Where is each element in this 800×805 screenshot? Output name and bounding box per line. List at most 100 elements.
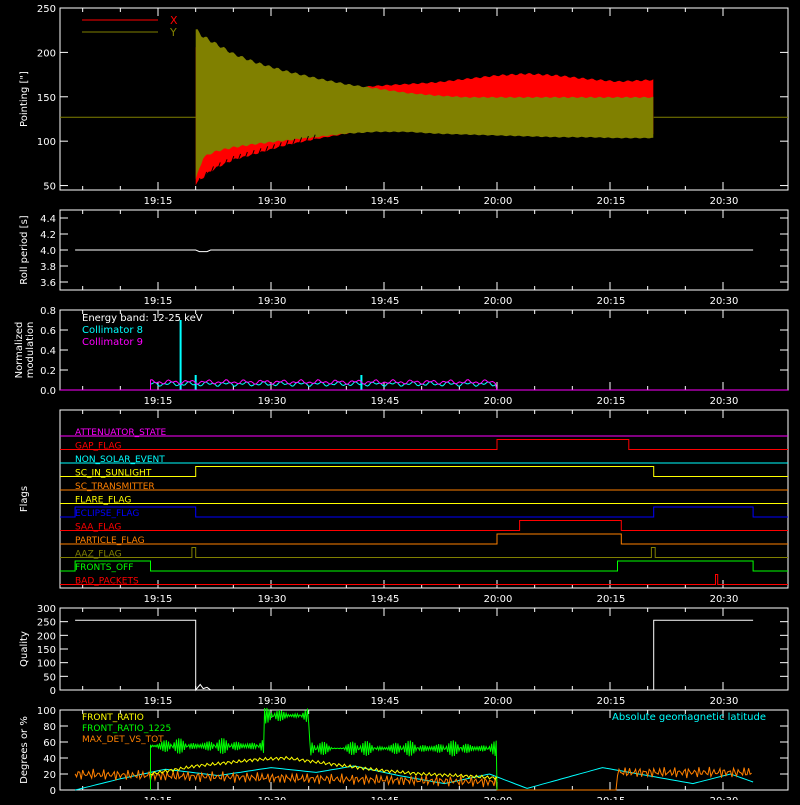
flag-line-aaz-flag <box>60 547 788 558</box>
modulation-time-label: 20:15 <box>597 396 626 407</box>
ratios-ytick-label: 40 <box>43 754 56 765</box>
flag-label: FLARE_FLAG <box>75 496 131 506</box>
quality-time-label: 19:15 <box>144 696 173 707</box>
ratios-legend-label: FRONT_RATIO <box>82 713 144 723</box>
quality-line <box>75 619 754 692</box>
max-det-vs-tot-line <box>74 766 752 791</box>
flag-label: BAD_PACKETS <box>75 577 139 587</box>
flag-label: ECLIPSE_FLAG <box>75 509 139 519</box>
roll-ytick-label: 3.8 <box>40 262 56 273</box>
flags-time-label: 19:30 <box>258 594 287 605</box>
pointing-x-oscillation <box>272 144 275 150</box>
ratios-time-label: 19:30 <box>258 796 287 800</box>
modulation-legend-label: Collimator 9 <box>82 337 143 348</box>
quality-time-label: 19:30 <box>258 696 287 707</box>
flag-label: AAZ_FLAG <box>75 550 122 560</box>
flag-label: PARTICLE_FLAG <box>75 536 145 546</box>
flag-label: FRONTS_OFF <box>75 563 133 573</box>
flag-line-fronts-off <box>60 560 788 572</box>
roll-ytick-label: 4.4 <box>40 214 56 225</box>
pointing-ylabel: Pointing ["] <box>19 71 30 127</box>
ratios-ylabel: Degrees or % <box>19 716 30 784</box>
flag-line-bad-packets <box>60 574 788 585</box>
roll-time-label: 19:45 <box>371 296 400 307</box>
roll-ytick-label: 4.0 <box>40 246 56 257</box>
ratios-time-label: 20:30 <box>710 796 739 800</box>
ratios-time-label: 20:15 <box>597 796 626 800</box>
ratios-time-label: 19:45 <box>371 796 400 800</box>
pointing-legend-label: Y <box>169 26 177 39</box>
modulation-collimator-9-line <box>150 379 498 391</box>
roll-ytick-label: 4.2 <box>40 230 56 241</box>
flags-time-label: 20:30 <box>710 594 739 605</box>
roll-time-label: 20:15 <box>597 296 626 307</box>
flags-frame <box>59 409 789 589</box>
pointing-ytick-label: 200 <box>37 48 56 59</box>
flag-line-eclipse-flag <box>60 506 788 518</box>
quality-ytick-label: 300 <box>37 604 56 615</box>
pointing-x-oscillation <box>204 171 208 178</box>
quality-ytick-label: 250 <box>37 618 56 629</box>
front-ratio-line <box>150 755 498 781</box>
roll-ytick-label: 3.6 <box>40 278 56 289</box>
pointing-x-oscillation <box>285 140 289 146</box>
flag-label: SC_TRANSMITTER <box>75 482 155 492</box>
pointing-ytick-label: 100 <box>37 137 56 148</box>
flag-label: SC_IN_SUNLIGHT <box>75 469 152 479</box>
modulation-ylabel: Normalizedmodulation <box>14 322 36 379</box>
flag-label: GAP_FLAG <box>75 442 121 452</box>
pointing-x-oscillation <box>312 134 316 141</box>
pointing-x-oscillation <box>224 159 228 165</box>
flag-label: ATTENUATOR_STATE <box>75 428 167 438</box>
modulation-ytick-label: 0.8 <box>40 306 56 317</box>
ratios-ytick-label: 100 <box>37 706 56 717</box>
pointing-ytick-label: 250 <box>37 4 56 15</box>
modulation-time-label: 20:00 <box>484 396 513 407</box>
flags-time-label: 20:15 <box>597 594 626 605</box>
ratios-frame <box>59 709 789 791</box>
pointing-time-label: 19:15 <box>144 196 173 207</box>
quality-time-label: 20:30 <box>710 696 739 707</box>
quality-ytick-label: 150 <box>37 645 56 656</box>
pointing-x-oscillation <box>258 148 262 154</box>
modulation-ytick-label: 0.4 <box>40 346 56 357</box>
roll-ylabel: Roll period [s] <box>19 215 30 284</box>
pointing-x-oscillation <box>265 146 269 152</box>
quality-ytick-label: 200 <box>37 631 56 642</box>
quality-ytick-label: 0 <box>50 686 56 697</box>
flags-time-label: 19:45 <box>371 594 400 605</box>
ratios-time-label: 20:00 <box>484 796 513 800</box>
flags-ylabel: Flags <box>19 486 30 512</box>
flag-label: NON_SOLAR_EVENT <box>75 455 165 465</box>
roll-time-label: 19:15 <box>144 296 173 307</box>
modulation-ylabel-line2: modulation <box>25 322 36 379</box>
pointing-x-oscillation <box>305 135 309 142</box>
pointing-legend-label: X <box>170 14 178 27</box>
roll-period-line <box>75 249 754 253</box>
flag-line-saa-flag <box>60 520 788 531</box>
quality-time-label: 20:15 <box>597 696 626 707</box>
pointing-x-oscillation <box>299 137 303 143</box>
flag-line-particle-flag <box>60 533 788 545</box>
quality-ylabel: Quality <box>19 631 30 667</box>
ratios-ytick-label: 20 <box>43 770 56 781</box>
pointing-time-label: 20:30 <box>710 196 739 207</box>
pointing-x-oscillation <box>238 153 242 160</box>
pointing-x-oscillation <box>244 151 248 158</box>
modulation-time-label: 19:30 <box>258 396 287 407</box>
pointing-x-oscillation <box>197 177 201 184</box>
geomagnetic-latitude-label: Absolute geomagnetic latitude <box>612 712 766 723</box>
front-ratio-1225-line <box>150 707 498 791</box>
pointing-time-label: 20:15 <box>597 196 626 207</box>
pointing-x-oscillation <box>292 138 296 145</box>
modulation-time-label: 19:45 <box>371 396 400 407</box>
modulation-ylabel-line1: Normalized <box>14 322 25 379</box>
pointing-x-oscillation <box>278 142 282 148</box>
flag-label: SAA_FLAG <box>75 523 121 533</box>
ratios-ytick-label: 80 <box>43 722 56 733</box>
flag-line-gap-flag <box>60 439 788 450</box>
roll-time-label: 20:00 <box>484 296 513 307</box>
quality-ytick-label: 50 <box>43 672 56 683</box>
pointing-time-label: 20:00 <box>484 196 513 207</box>
